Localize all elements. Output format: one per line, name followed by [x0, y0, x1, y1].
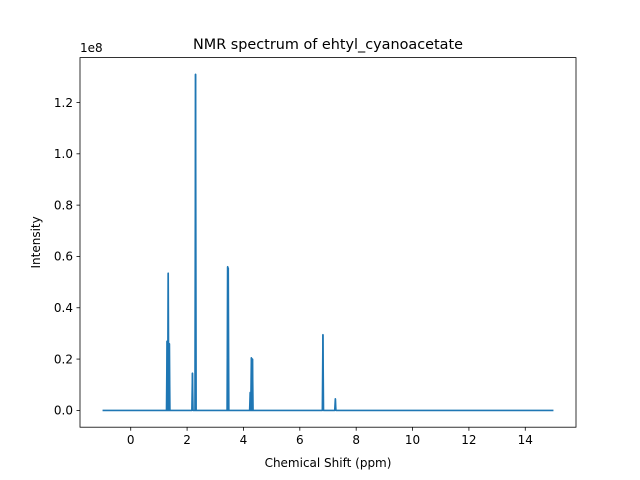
y-axis: 0.0 0.2 0.4 0.6 0.8 1.0 1.2 [54, 96, 80, 418]
y-tick-label: 0.2 [54, 352, 73, 366]
x-tick-label: 10 [405, 433, 420, 447]
x-tick-label: 4 [240, 433, 248, 447]
axes-frame [79, 57, 577, 428]
x-tick-label: 6 [296, 433, 304, 447]
x-tick-label: 8 [352, 433, 360, 447]
y-tick-label: 1.2 [54, 96, 73, 110]
x-tick-label: 14 [518, 433, 533, 447]
y-tick-label: 0.4 [54, 301, 73, 315]
y-offset-label: 1e8 [80, 41, 103, 55]
x-tick-label: 12 [461, 433, 476, 447]
y-tick-label: 1.0 [54, 147, 73, 161]
x-tick-label: 0 [127, 433, 135, 447]
y-tick-label: 0.8 [54, 198, 73, 212]
chart-title: NMR spectrum of ehtyl_cyanoacetate [193, 37, 463, 53]
x-tick-label: 2 [183, 433, 191, 447]
y-tick-label: 0.6 [54, 250, 73, 264]
x-axis: 0 2 4 6 8 10 12 14 [127, 427, 533, 447]
y-tick-label: 0.0 [54, 404, 73, 418]
x-axis-label: Chemical Shift (ppm) [265, 456, 392, 470]
plot-area [102, 73, 554, 412]
y-axis-label: Intensity [29, 216, 43, 268]
